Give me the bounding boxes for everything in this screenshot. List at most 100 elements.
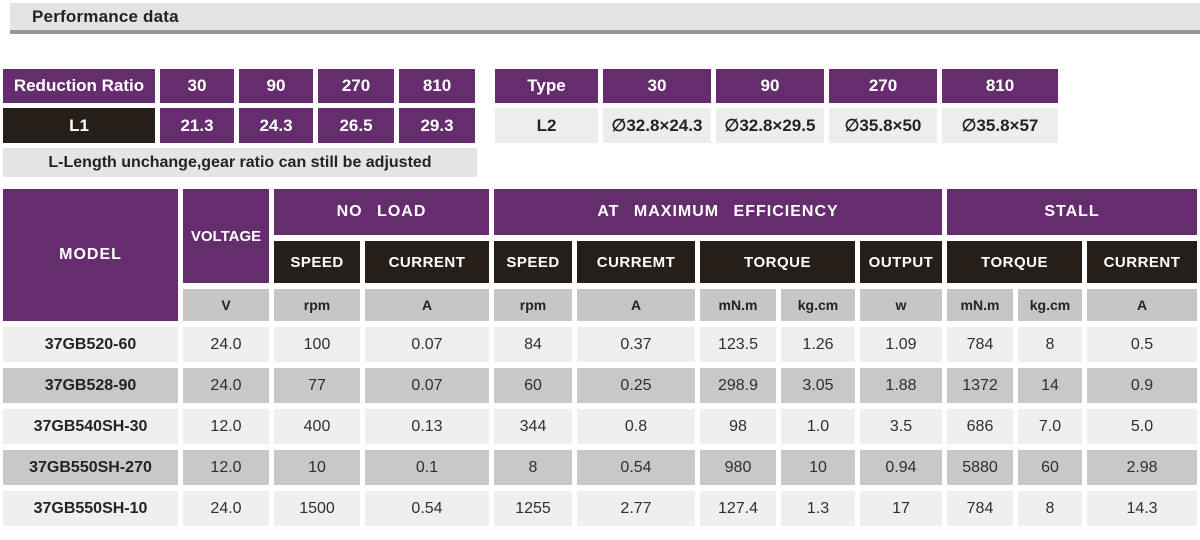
cell-no-load-current: 0.13 xyxy=(365,409,489,444)
no-load-current-header: CURRENT xyxy=(365,241,489,283)
type-column-header: 90 xyxy=(716,69,824,103)
cell-max-eff-output: 1.88 xyxy=(860,368,942,403)
cell-stall-torque-kgcm: 8 xyxy=(1018,327,1082,362)
reduction-ratio-table: Reduction Ratio 30 90 270 810 L1 21.3 24… xyxy=(0,64,480,148)
max-efficiency-group-header: AT MAXIMUM EFFICIENCY xyxy=(494,189,942,235)
cell-max-eff-torque-kgcm: 1.3 xyxy=(781,491,855,526)
l2-dimension-value: ∅32.8×24.3 xyxy=(603,108,711,143)
cell-stall-torque-mnm: 784 xyxy=(947,491,1013,526)
ratio-column-header: 90 xyxy=(239,69,313,103)
stall-current-unit: A xyxy=(1087,289,1198,321)
model-column-header: MODEL xyxy=(3,189,178,321)
cell-max-eff-speed: 8 xyxy=(494,450,572,485)
group-header-row: MODEL VOLTAGE NO LOAD AT MAXIMUM EFFICIE… xyxy=(3,189,1198,321)
stall-torque-mnm-unit: mN.m xyxy=(947,289,1013,321)
l2-dimension-value: ∅32.8×29.5 xyxy=(716,108,824,143)
l2-dimension-value: ∅35.8×57 xyxy=(942,108,1058,143)
type-header-row: Type 30 90 270 810 xyxy=(495,69,1058,103)
table-row: 37GB540SH-30 12.0 400 0.13 344 0.8 98 1.… xyxy=(3,409,1198,444)
l2-row-label: L2 xyxy=(495,108,598,143)
stall-current-header: CURRENT xyxy=(1087,241,1198,283)
l1-value: 26.5 xyxy=(318,108,394,143)
type-column-header: 30 xyxy=(603,69,711,103)
no-load-speed-unit: rpm xyxy=(274,289,360,321)
cell-max-eff-speed: 344 xyxy=(494,409,572,444)
performance-table: MODEL VOLTAGE NO LOAD AT MAXIMUM EFFICIE… xyxy=(0,183,1200,532)
ratio-column-header: 270 xyxy=(318,69,394,103)
cell-stall-torque-kgcm: 14 xyxy=(1018,368,1082,403)
cell-stall-torque-mnm: 686 xyxy=(947,409,1013,444)
cell-voltage: 24.0 xyxy=(183,368,269,403)
cell-no-load-current: 0.1 xyxy=(365,450,489,485)
cell-stall-current: 0.5 xyxy=(1087,327,1198,362)
cell-max-eff-output: 17 xyxy=(860,491,942,526)
cell-voltage: 12.0 xyxy=(183,409,269,444)
cell-stall-torque-mnm: 5880 xyxy=(947,450,1013,485)
max-eff-current-header: CURREMT xyxy=(577,241,695,283)
voltage-unit: V xyxy=(183,289,269,321)
max-eff-torque-mnm-unit: mN.m xyxy=(700,289,776,321)
stall-torque-kgcm-unit: kg.cm xyxy=(1018,289,1082,321)
max-eff-torque-kgcm-unit: kg.cm xyxy=(781,289,855,321)
ratio-column-header: 30 xyxy=(160,69,234,103)
no-load-group-header: NO LOAD xyxy=(274,189,489,235)
type-dimensions-table: Type 30 90 270 810 L2 ∅32.8×24.3 ∅32.8×2… xyxy=(490,64,1063,148)
l1-value: 24.3 xyxy=(239,108,313,143)
section-header-bar: Performance data xyxy=(10,3,1200,34)
type-label: Type xyxy=(495,69,598,103)
cell-max-eff-output: 3.5 xyxy=(860,409,942,444)
reduction-ratio-header-row: Reduction Ratio 30 90 270 810 xyxy=(3,69,475,103)
cell-max-eff-torque-kgcm: 1.0 xyxy=(781,409,855,444)
cell-max-eff-output: 0.94 xyxy=(860,450,942,485)
l1-row-label: L1 xyxy=(3,108,155,143)
reduction-ratio-label: Reduction Ratio xyxy=(3,69,155,103)
cell-no-load-speed: 1500 xyxy=(274,491,360,526)
cell-no-load-speed: 77 xyxy=(274,368,360,403)
ratio-column-header: 810 xyxy=(399,69,475,103)
model-name: 37GB528-90 xyxy=(3,368,178,403)
cell-max-eff-torque-kgcm: 1.26 xyxy=(781,327,855,362)
cell-max-eff-output: 1.09 xyxy=(860,327,942,362)
model-name: 37GB520-60 xyxy=(3,327,178,362)
cell-max-eff-speed: 84 xyxy=(494,327,572,362)
cell-voltage: 24.0 xyxy=(183,327,269,362)
cell-max-eff-torque-mnm: 123.5 xyxy=(700,327,776,362)
l2-row: L2 ∅32.8×24.3 ∅32.8×29.5 ∅35.8×50 ∅35.8×… xyxy=(495,108,1058,143)
units-row: V rpm A rpm A mN.m kg.cm w mN.m kg.cm A xyxy=(3,289,1198,321)
cell-stall-torque-kgcm: 8 xyxy=(1018,491,1082,526)
cell-stall-current: 14.3 xyxy=(1087,491,1198,526)
cell-no-load-speed: 400 xyxy=(274,409,360,444)
l1-row: L1 21.3 24.3 26.5 29.3 xyxy=(3,108,475,143)
type-column-header: 270 xyxy=(829,69,937,103)
cell-max-eff-torque-kgcm: 10 xyxy=(781,450,855,485)
no-load-speed-header: SPEED xyxy=(274,241,360,283)
cell-max-eff-current: 2.77 xyxy=(577,491,695,526)
length-note: L-Length unchange,gear ratio can still b… xyxy=(3,148,477,177)
cell-max-eff-torque-mnm: 98 xyxy=(700,409,776,444)
cell-stall-torque-kgcm: 7.0 xyxy=(1018,409,1082,444)
type-column-header: 810 xyxy=(942,69,1058,103)
cell-max-eff-speed: 1255 xyxy=(494,491,572,526)
cell-max-eff-torque-mnm: 127.4 xyxy=(700,491,776,526)
stall-group-header: STALL xyxy=(947,189,1198,235)
cell-stall-current: 0.9 xyxy=(1087,368,1198,403)
model-name: 37GB540SH-30 xyxy=(3,409,178,444)
max-eff-output-header: OUTPUT xyxy=(860,241,942,283)
l2-dimension-value: ∅35.8×50 xyxy=(829,108,937,143)
no-load-current-unit: A xyxy=(365,289,489,321)
model-name: 37GB550SH-270 xyxy=(3,450,178,485)
cell-no-load-current: 0.54 xyxy=(365,491,489,526)
cell-no-load-speed: 10 xyxy=(274,450,360,485)
page-title: Performance data xyxy=(32,6,179,26)
table-row: 37GB550SH-10 24.0 1500 0.54 1255 2.77 12… xyxy=(3,491,1198,526)
table-row: 37GB528-90 24.0 77 0.07 60 0.25 298.9 3.… xyxy=(3,368,1198,403)
voltage-column-header: VOLTAGE xyxy=(183,189,269,283)
cell-voltage: 24.0 xyxy=(183,491,269,526)
cell-max-eff-current: 0.37 xyxy=(577,327,695,362)
cell-max-eff-current: 0.8 xyxy=(577,409,695,444)
cell-stall-torque-mnm: 784 xyxy=(947,327,1013,362)
max-eff-speed-unit: rpm xyxy=(494,289,572,321)
cell-max-eff-current: 0.54 xyxy=(577,450,695,485)
cell-stall-torque-kgcm: 60 xyxy=(1018,450,1082,485)
cell-stall-torque-mnm: 1372 xyxy=(947,368,1013,403)
